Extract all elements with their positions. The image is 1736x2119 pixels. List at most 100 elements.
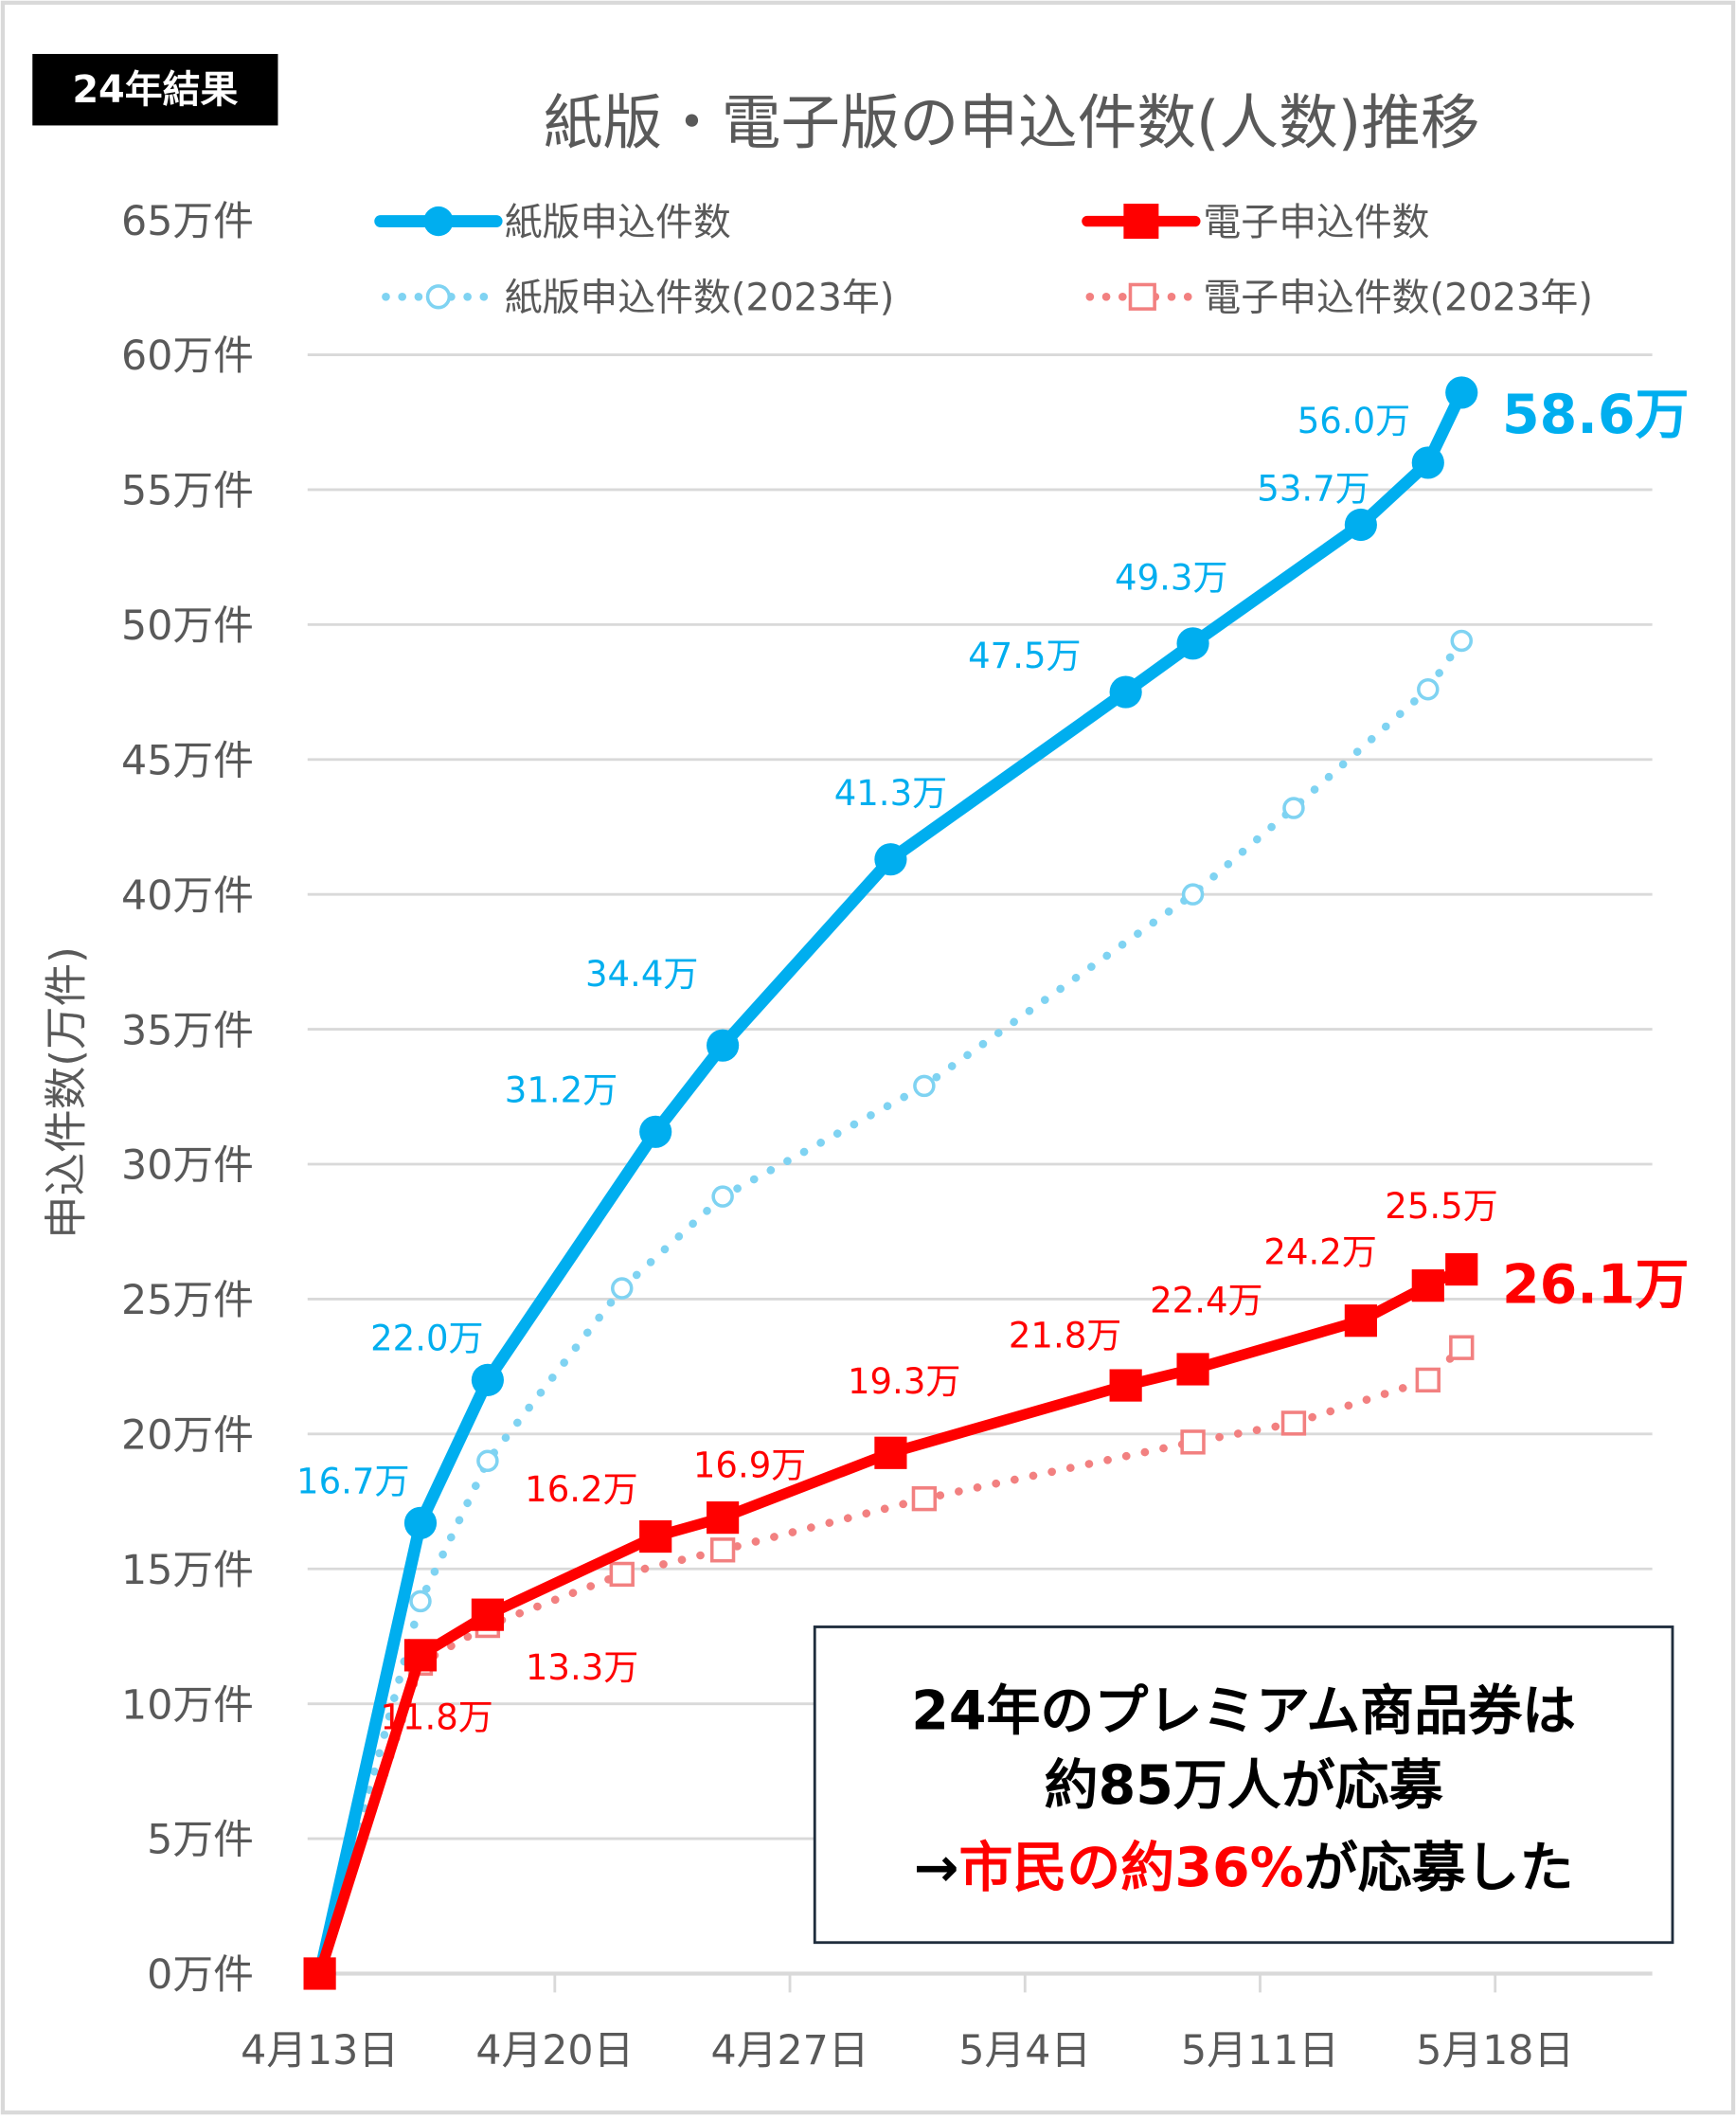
y-tick-label: 50万件 — [121, 602, 254, 650]
data-point — [403, 1506, 438, 1539]
y-tick-label: 0万件 — [147, 1951, 254, 1999]
data-point — [1344, 508, 1377, 542]
data-label: 25.5万 — [1385, 1186, 1497, 1227]
data-label: 11.8万 — [380, 1697, 492, 1738]
data-point — [403, 1639, 438, 1672]
x-tick-label: 5月18日 — [1416, 2027, 1574, 2074]
chart-title: 紙版・電子版の申込件数(人数)推移 — [544, 88, 1480, 157]
legend-item-paper-2023[interactable]: 紙版申込件数(2023年) — [382, 277, 895, 320]
data-point — [1109, 675, 1142, 709]
data-label: 16.9万 — [693, 1445, 806, 1485]
y-tick-label: 5万件 — [147, 1817, 254, 1864]
y-tick-label: 60万件 — [121, 332, 254, 380]
summary-highlight: 市民の約36% — [959, 1837, 1304, 1899]
x-axis: 4月13日 4月20日 4月27日 5月4日 5月11日 5月18日 — [241, 1971, 1653, 2074]
legend-item-digital-2023[interactable]: 電子申込件数(2023年) — [1085, 277, 1593, 320]
data-point — [639, 1519, 672, 1553]
data-point — [1411, 1269, 1444, 1302]
summary-line-1: 24年のプレミアム商品券は — [911, 1680, 1576, 1743]
legend-item-paper[interactable]: 紙版申込件数 — [374, 201, 731, 244]
data-label: 49.3万 — [1115, 557, 1227, 598]
data-point — [1109, 1369, 1142, 1402]
y-tick-label: 25万件 — [121, 1277, 254, 1324]
x-tick-label: 5月4日 — [958, 2027, 1091, 2074]
data-point — [874, 843, 907, 876]
legend-label-digital-2023: 電子申込件数(2023年) — [1203, 277, 1593, 320]
legend-open-square-icon — [1128, 282, 1156, 311]
legend-label-paper-2023: 紙版申込件数(2023年) — [505, 277, 895, 320]
data-label: 13.3万 — [526, 1647, 638, 1688]
data-label: 22.0万 — [370, 1319, 483, 1359]
summary-note: 24年のプレミアム商品券は 約85万人が応募 →市民の約36%が応募した — [813, 1625, 1674, 1945]
summary-line-3: →市民の約36%が応募した — [914, 1837, 1574, 1899]
data-label: 22.4万 — [1150, 1281, 1262, 1321]
y-tick-label: 40万件 — [121, 872, 254, 920]
data-label: 19.3万 — [848, 1361, 960, 1402]
y-tick-label: 30万件 — [121, 1142, 254, 1190]
data-point — [476, 1449, 499, 1473]
data-point — [610, 1277, 634, 1300]
data-point — [409, 1589, 432, 1613]
data-point — [471, 1598, 504, 1631]
data-point — [707, 1501, 740, 1535]
data-point — [1445, 1252, 1478, 1286]
series-line-paper-2023 — [315, 637, 1466, 1978]
x-tick-label: 4月20日 — [475, 2027, 634, 2074]
y-tick-label: 65万件 — [121, 198, 254, 245]
y-tick-label: 10万件 — [121, 1681, 254, 1729]
data-label: 34.4万 — [585, 954, 698, 995]
data-point — [911, 1486, 938, 1512]
data-point — [1449, 1335, 1475, 1360]
legend-open-circle-icon — [425, 284, 452, 310]
legend-circle-icon — [423, 206, 454, 237]
data-point — [1415, 1367, 1441, 1393]
data-label: 53.7万 — [1257, 468, 1369, 509]
y-axis-title: 申込件数(万件) — [42, 946, 92, 1239]
series-line-digital-2023 — [315, 1343, 1466, 1978]
data-point — [1181, 883, 1205, 906]
legend-label-paper: 紙版申込件数 — [505, 201, 731, 244]
data-label: 58.6万 — [1502, 384, 1689, 446]
data-point — [711, 1185, 734, 1208]
data-label: 24.2万 — [1263, 1231, 1376, 1272]
y-tick-label: 20万件 — [121, 1411, 254, 1459]
data-point — [639, 1115, 672, 1148]
data-label: 26.1万 — [1502, 1254, 1689, 1317]
y-tick-label: 35万件 — [121, 1007, 254, 1054]
data-point — [874, 1436, 907, 1469]
y-axis-ticks: 0万件 5万件 10万件 15万件 20万件 25万件 30万件 35万件 40万件 45万件 50… — [121, 198, 254, 1999]
data-point — [1450, 629, 1473, 653]
data-label: 31.2万 — [505, 1069, 617, 1110]
series-group — [303, 376, 1478, 1990]
data-point — [609, 1561, 635, 1588]
data-point — [707, 1029, 740, 1062]
x-tick-label: 4月13日 — [241, 2027, 399, 2074]
data-point — [913, 1074, 936, 1098]
data-point — [1180, 1429, 1206, 1455]
data-label: 56.0万 — [1298, 401, 1410, 441]
x-tick-label: 5月11日 — [1181, 2027, 1339, 2074]
data-point — [1344, 1304, 1377, 1338]
data-point — [1282, 797, 1305, 819]
summary-note-box — [813, 1625, 1674, 1945]
legend-square-icon — [1123, 204, 1159, 240]
data-point — [1176, 1353, 1209, 1386]
y-tick-label: 45万件 — [121, 737, 254, 784]
data-label: 21.8万 — [1009, 1316, 1121, 1356]
data-labels: 16.7万 22.0万 31.2万 34.4万 41.3万 47.5万 49.3万 53.7万… — [296, 384, 1689, 1738]
series-digital — [303, 1252, 1478, 1990]
data-point — [303, 1957, 336, 1990]
badge-background — [32, 53, 278, 126]
data-label: 47.5万 — [968, 636, 1081, 676]
badge: 24年結果 — [32, 53, 278, 126]
summary-suffix: が応募した — [1304, 1837, 1574, 1899]
x-tick-label: 4月27日 — [711, 2027, 869, 2074]
badge-text: 24年結果 — [72, 68, 238, 112]
summary-line-2: 約85万人が応募 — [1045, 1754, 1444, 1817]
data-point — [709, 1537, 736, 1563]
legend-item-digital[interactable]: 電子申込件数 — [1082, 201, 1430, 244]
data-label: 16.2万 — [525, 1469, 637, 1510]
data-label: 16.7万 — [296, 1461, 409, 1501]
